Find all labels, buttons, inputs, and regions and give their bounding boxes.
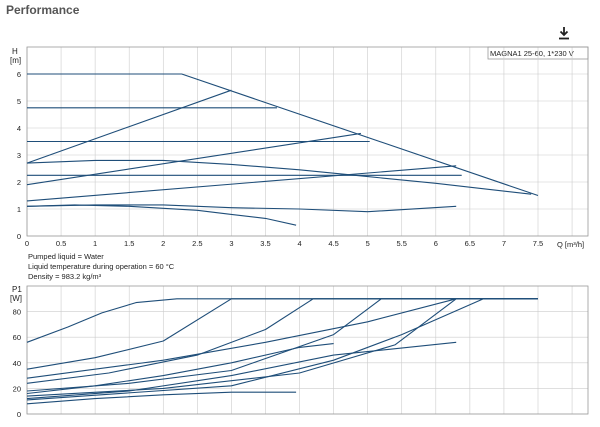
power-curve-6 [26, 298, 538, 401]
head-y-tick-label: 6 [17, 70, 21, 79]
power-y-tick-label: 80 [13, 308, 21, 317]
head-x-tick-label: 7.5 [533, 239, 543, 248]
head-y-tick-label: 5 [17, 97, 21, 106]
head-x-tick-label: 0 [25, 239, 29, 248]
head-curve-8 [26, 159, 532, 195]
head-curve-1 [27, 73, 539, 197]
head-curve-7 [26, 165, 457, 202]
head-x-tick-label: 1 [93, 239, 97, 248]
head-curve-6 [26, 132, 361, 186]
power-curve-3 [26, 298, 538, 384]
power-y-tick-label: 40 [13, 359, 21, 368]
head-x-tick-label: 1.5 [124, 239, 134, 248]
power-curve-4 [26, 298, 538, 392]
page-title: Performance [6, 3, 80, 17]
head-curve-9 [26, 204, 457, 213]
power-axis-label: P1 [12, 285, 22, 294]
annotation-density: Density = 983.2 kg/m³ [28, 272, 102, 281]
power-y-tick-label: 0 [17, 410, 21, 419]
download-icon[interactable] [557, 26, 571, 40]
head-x-tick-label: 7 [502, 239, 506, 248]
flow-axis-label: Q [m³/h] [557, 240, 584, 249]
head-y-tick-label: 2 [17, 178, 21, 187]
power-curve-1 [26, 298, 538, 343]
head-x-tick-label: 2.5 [192, 239, 202, 248]
head-y-tick-label: 0 [17, 232, 21, 241]
head-x-tick-label: 4.5 [328, 239, 338, 248]
head-x-tick-label: 3.5 [260, 239, 270, 248]
head-curve-10 [26, 204, 297, 226]
head-curve-5 [26, 89, 232, 164]
power-curve-10 [26, 391, 297, 405]
head-y-tick-label: 4 [17, 124, 21, 133]
operating-conditions: Pumped liquid = Water Liquid temperature… [28, 252, 175, 281]
head-x-tick-label: 6.5 [465, 239, 475, 248]
head-chart: H [m] MAGNA1 25-60, 1*230 V Q [m³/h] 0 1 2… [10, 46, 589, 249]
power-y-tick-label: 60 [13, 333, 21, 342]
head-x-tick-label: 2 [161, 239, 165, 248]
annotation-liquid: Pumped liquid = Water [28, 252, 104, 261]
annotation-temperature: Liquid temperature during operation = 60… [28, 262, 175, 271]
head-y-tick-label: 3 [17, 151, 21, 160]
power-curve-8 [26, 343, 334, 395]
legend-label: MAGNA1 25-60, 1*230 V [490, 49, 574, 58]
power-curve-5 [26, 298, 538, 397]
head-axis-unit: [m] [10, 56, 21, 65]
power-curve-2 [26, 298, 538, 370]
head-x-tick-label: 5 [366, 239, 370, 248]
power-curve-9 [26, 341, 457, 400]
power-plot-frame [26, 285, 589, 415]
head-x-tick-label: 5.5 [397, 239, 407, 248]
head-x-tick-label: 3 [229, 239, 233, 248]
head-y-tick-label: 1 [17, 205, 21, 214]
head-axis-label: H [12, 47, 18, 56]
head-x-tick-label: 6 [434, 239, 438, 248]
power-chart: P1 [W] 0 20 40 60 80 [10, 285, 589, 419]
head-x-tick-label: 4 [297, 239, 301, 248]
power-y-tick-label: 20 [13, 384, 21, 393]
power-curve-7 [26, 298, 457, 379]
power-axis-unit: [W] [10, 294, 22, 303]
head-x-tick-label: 0.5 [56, 239, 66, 248]
